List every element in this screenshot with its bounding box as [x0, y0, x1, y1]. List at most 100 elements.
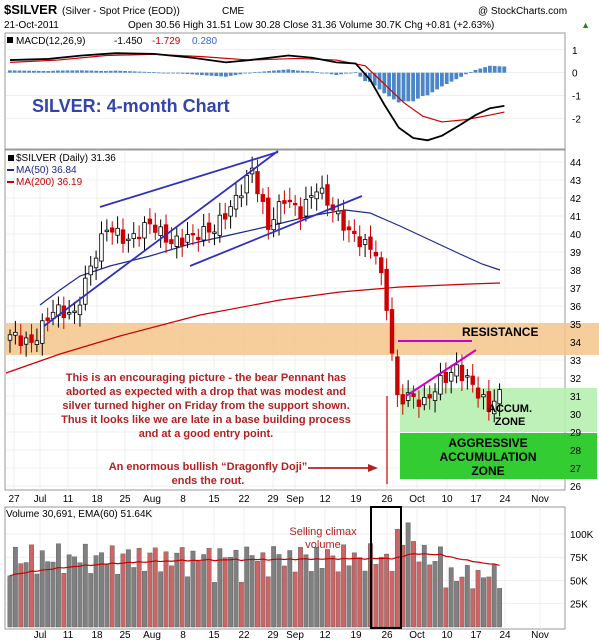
macd-histogram-bar	[411, 72, 415, 102]
candle-body	[438, 375, 443, 395]
candle-body	[292, 202, 298, 206]
candle-body	[110, 227, 115, 233]
price-candles	[7, 156, 502, 485]
candle-body	[303, 198, 309, 217]
volume-bar	[174, 552, 180, 628]
x-tick-label: Nov	[531, 630, 549, 641]
macd-histogram-bar	[272, 70, 276, 73]
volume-bar	[271, 546, 277, 628]
y-tick-label: 39	[570, 248, 582, 259]
text-line: ACCUMULATION	[439, 450, 536, 464]
volume-bar	[298, 547, 303, 628]
macd-histogram-bar	[473, 69, 478, 73]
macd-histogram-bar	[329, 72, 334, 75]
macd-histogram-bar	[372, 72, 377, 86]
macd-histogram-bar	[156, 72, 161, 74]
macd-histogram-bar	[406, 72, 411, 102]
candle-body	[470, 375, 475, 385]
candle-body	[13, 331, 18, 336]
x-tick-label: 27	[8, 494, 20, 505]
volume-bar	[61, 573, 67, 628]
candle-body	[481, 394, 486, 398]
x-tick-label: 18	[91, 630, 103, 641]
y-tick-label: -2	[572, 115, 581, 126]
volume-bar	[212, 582, 217, 628]
price-legend: $SILVER (Daily) 31.36 MA(50) 36.84 MA(20…	[7, 153, 116, 188]
volume-bar	[357, 557, 363, 628]
x-tick-label: Nov	[531, 494, 549, 505]
candle-body	[7, 334, 13, 341]
candle-body	[147, 218, 153, 225]
x-tick-label: 12	[319, 494, 331, 505]
volume-bar	[77, 562, 83, 628]
x-tick-label: 24	[499, 630, 511, 641]
macd-signal-value: -1.729	[152, 36, 181, 47]
candle-body	[405, 392, 411, 401]
macd-panel	[4, 32, 566, 150]
candle-body	[336, 210, 341, 215]
candle-body	[432, 391, 438, 401]
candle-body	[83, 277, 88, 305]
resistance-band	[6, 323, 599, 355]
text-line: ends the rout.	[172, 475, 245, 487]
macd-histogram-bar	[252, 72, 257, 74]
macd-histogram-bar	[17, 70, 22, 73]
chart-overlay-title: SILVER: 4-month Chart	[32, 96, 230, 116]
x-tick-label: 25	[119, 630, 131, 641]
volume-bar	[373, 564, 379, 628]
x-tick-label: 11	[63, 630, 74, 641]
macd-histogram-bar	[454, 72, 459, 80]
y-tick-label: 33	[570, 356, 582, 367]
candle-body	[179, 237, 185, 246]
macd-histogram-bar	[401, 72, 406, 102]
volume-bar	[416, 561, 422, 628]
macd-histogram-bar	[204, 72, 209, 76]
candle-body	[448, 372, 454, 382]
ma50-line	[39, 209, 501, 306]
macd-legend: MACD(12,26,9) -1.450 -1.729 0.280	[7, 36, 217, 47]
volume-bar	[50, 561, 56, 628]
volume-bar	[481, 577, 486, 628]
candle-body	[185, 234, 190, 243]
candle-body	[29, 334, 34, 343]
x-tick-label: 10	[441, 494, 453, 505]
volume-bar	[93, 555, 99, 628]
macd-histogram-bar	[320, 72, 324, 74]
macd-histogram-bar	[267, 71, 271, 73]
macd-histogram-bar	[99, 70, 103, 73]
volume-bar	[389, 570, 395, 628]
x-tick-label: 8	[180, 630, 186, 641]
macd-histogram-bar	[315, 72, 319, 73]
candle-body	[271, 219, 276, 231]
volume-bar	[185, 576, 190, 628]
y-tick-label: 32	[570, 374, 582, 385]
candle-body	[66, 312, 72, 315]
macd-histogram-bar	[200, 72, 204, 76]
macd-histogram-bar	[430, 72, 435, 93]
macd-histogram-bar	[243, 72, 247, 74]
candle-body	[389, 309, 395, 354]
candle-body	[260, 194, 266, 202]
volume-bar	[421, 544, 427, 628]
trend-lower-line	[189, 195, 363, 267]
candle-body	[411, 393, 416, 398]
y-tick-label: 50K	[570, 576, 588, 587]
volume-x-axis: Jul 11 18 25 Aug 8 15 22 29 Sep 12 19 26 Oct 10 17 24 Nov	[34, 630, 549, 641]
y-tick-label: 1	[572, 46, 578, 57]
macd-histogram-bar	[214, 72, 219, 77]
aggressive-accumulation-label: AGGRESSIVE ACCUMULATION ZONE	[439, 436, 536, 478]
candle-body	[40, 320, 45, 344]
x-tick-label: Oct	[409, 494, 425, 505]
volume-bar	[163, 551, 169, 628]
candle-body	[72, 310, 77, 313]
y-tick-label: 31	[570, 392, 582, 403]
y-tick-label: 30	[570, 410, 582, 421]
x-tick-label: Sep	[286, 494, 304, 505]
candle-body	[88, 265, 93, 276]
y-tick-label: 29	[570, 428, 582, 439]
volume-bar	[206, 548, 212, 628]
macd-histogram-bar	[51, 70, 55, 73]
ma200-line	[5, 282, 501, 374]
text-line: volume	[305, 539, 340, 551]
volume-bar	[411, 541, 416, 628]
